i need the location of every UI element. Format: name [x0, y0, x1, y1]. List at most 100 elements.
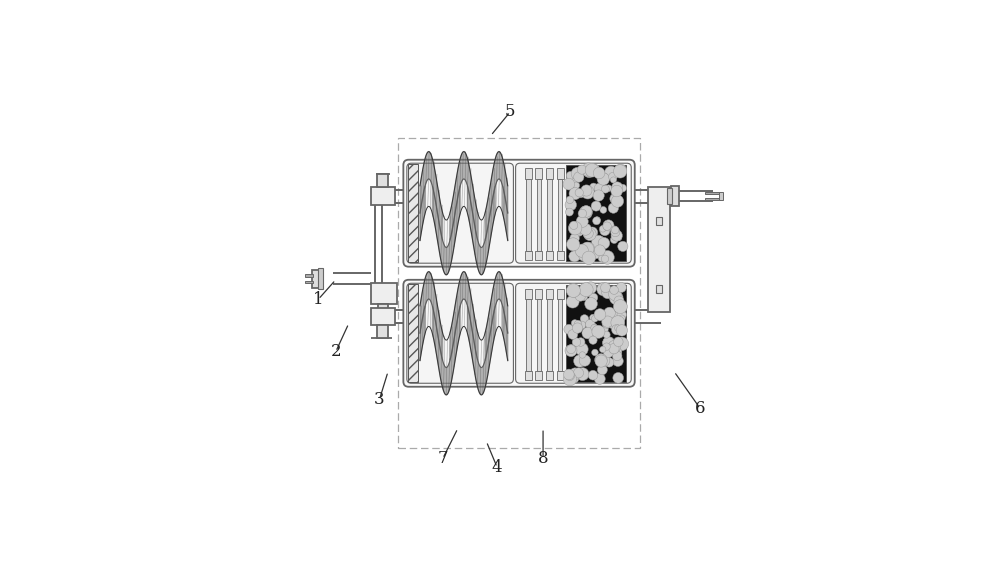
Bar — [537, 299, 541, 371]
Circle shape — [571, 320, 578, 327]
Bar — [398, 138, 640, 448]
Circle shape — [594, 374, 605, 384]
Bar — [408, 164, 418, 263]
Circle shape — [600, 226, 610, 236]
Circle shape — [574, 355, 586, 367]
Circle shape — [593, 167, 605, 179]
Circle shape — [587, 227, 598, 238]
Circle shape — [603, 337, 614, 348]
Bar — [535, 371, 542, 380]
Circle shape — [576, 215, 588, 227]
Circle shape — [609, 291, 623, 304]
Circle shape — [610, 236, 618, 243]
Circle shape — [603, 337, 615, 349]
Bar — [547, 299, 552, 371]
Bar — [547, 179, 552, 251]
Circle shape — [590, 314, 596, 321]
Circle shape — [598, 238, 610, 249]
Circle shape — [581, 186, 594, 199]
Circle shape — [575, 343, 588, 356]
Circle shape — [579, 283, 593, 297]
Circle shape — [612, 324, 622, 335]
Circle shape — [566, 208, 573, 216]
Circle shape — [579, 251, 590, 261]
Circle shape — [598, 241, 605, 248]
Circle shape — [612, 356, 623, 366]
Circle shape — [567, 238, 580, 251]
Circle shape — [582, 327, 594, 339]
Circle shape — [615, 234, 622, 241]
FancyBboxPatch shape — [407, 284, 513, 383]
Bar — [557, 289, 564, 299]
Circle shape — [615, 337, 629, 350]
Circle shape — [585, 290, 592, 297]
Bar — [377, 325, 388, 338]
Circle shape — [599, 172, 608, 183]
Circle shape — [573, 226, 584, 236]
Bar — [566, 285, 626, 382]
Circle shape — [576, 367, 589, 380]
Circle shape — [583, 166, 595, 177]
Circle shape — [603, 331, 610, 338]
Circle shape — [589, 336, 597, 344]
Bar — [377, 175, 388, 188]
Bar — [705, 198, 720, 201]
Circle shape — [608, 203, 619, 213]
Circle shape — [611, 226, 618, 234]
Circle shape — [608, 340, 621, 353]
Circle shape — [611, 185, 622, 197]
Circle shape — [601, 283, 610, 293]
Circle shape — [595, 355, 607, 367]
Circle shape — [582, 163, 595, 176]
Bar — [546, 289, 553, 299]
Circle shape — [599, 226, 606, 232]
Circle shape — [570, 374, 579, 383]
Circle shape — [603, 220, 614, 231]
FancyBboxPatch shape — [403, 280, 635, 387]
FancyBboxPatch shape — [403, 160, 635, 266]
Circle shape — [588, 370, 598, 380]
Bar — [558, 299, 562, 371]
Circle shape — [614, 164, 627, 176]
Circle shape — [577, 190, 585, 198]
Circle shape — [603, 222, 611, 230]
Circle shape — [580, 293, 588, 301]
Circle shape — [572, 338, 581, 346]
Circle shape — [567, 345, 576, 354]
Circle shape — [604, 358, 614, 367]
Text: 2: 2 — [330, 344, 341, 360]
Circle shape — [610, 312, 622, 323]
Bar — [526, 299, 531, 371]
Bar — [535, 168, 542, 179]
Circle shape — [611, 316, 625, 329]
Circle shape — [592, 235, 605, 249]
Circle shape — [595, 354, 607, 366]
Circle shape — [565, 371, 575, 380]
Circle shape — [585, 298, 597, 310]
Bar — [546, 168, 553, 179]
Bar — [378, 304, 388, 314]
Bar — [667, 188, 672, 204]
Circle shape — [581, 185, 592, 196]
Circle shape — [617, 310, 626, 319]
Circle shape — [592, 325, 605, 338]
Bar — [546, 371, 553, 380]
Circle shape — [591, 324, 598, 331]
Bar — [648, 188, 670, 312]
Circle shape — [604, 307, 615, 319]
Circle shape — [566, 171, 574, 180]
Bar — [656, 217, 662, 225]
Circle shape — [578, 209, 587, 218]
Circle shape — [609, 344, 619, 354]
Bar — [719, 192, 723, 200]
Circle shape — [578, 321, 586, 329]
Circle shape — [580, 244, 591, 256]
Circle shape — [568, 329, 578, 340]
Circle shape — [609, 172, 617, 181]
Circle shape — [597, 365, 607, 375]
Circle shape — [597, 282, 610, 296]
Circle shape — [601, 185, 609, 193]
Circle shape — [603, 343, 610, 350]
Circle shape — [572, 228, 581, 237]
Circle shape — [573, 368, 584, 378]
